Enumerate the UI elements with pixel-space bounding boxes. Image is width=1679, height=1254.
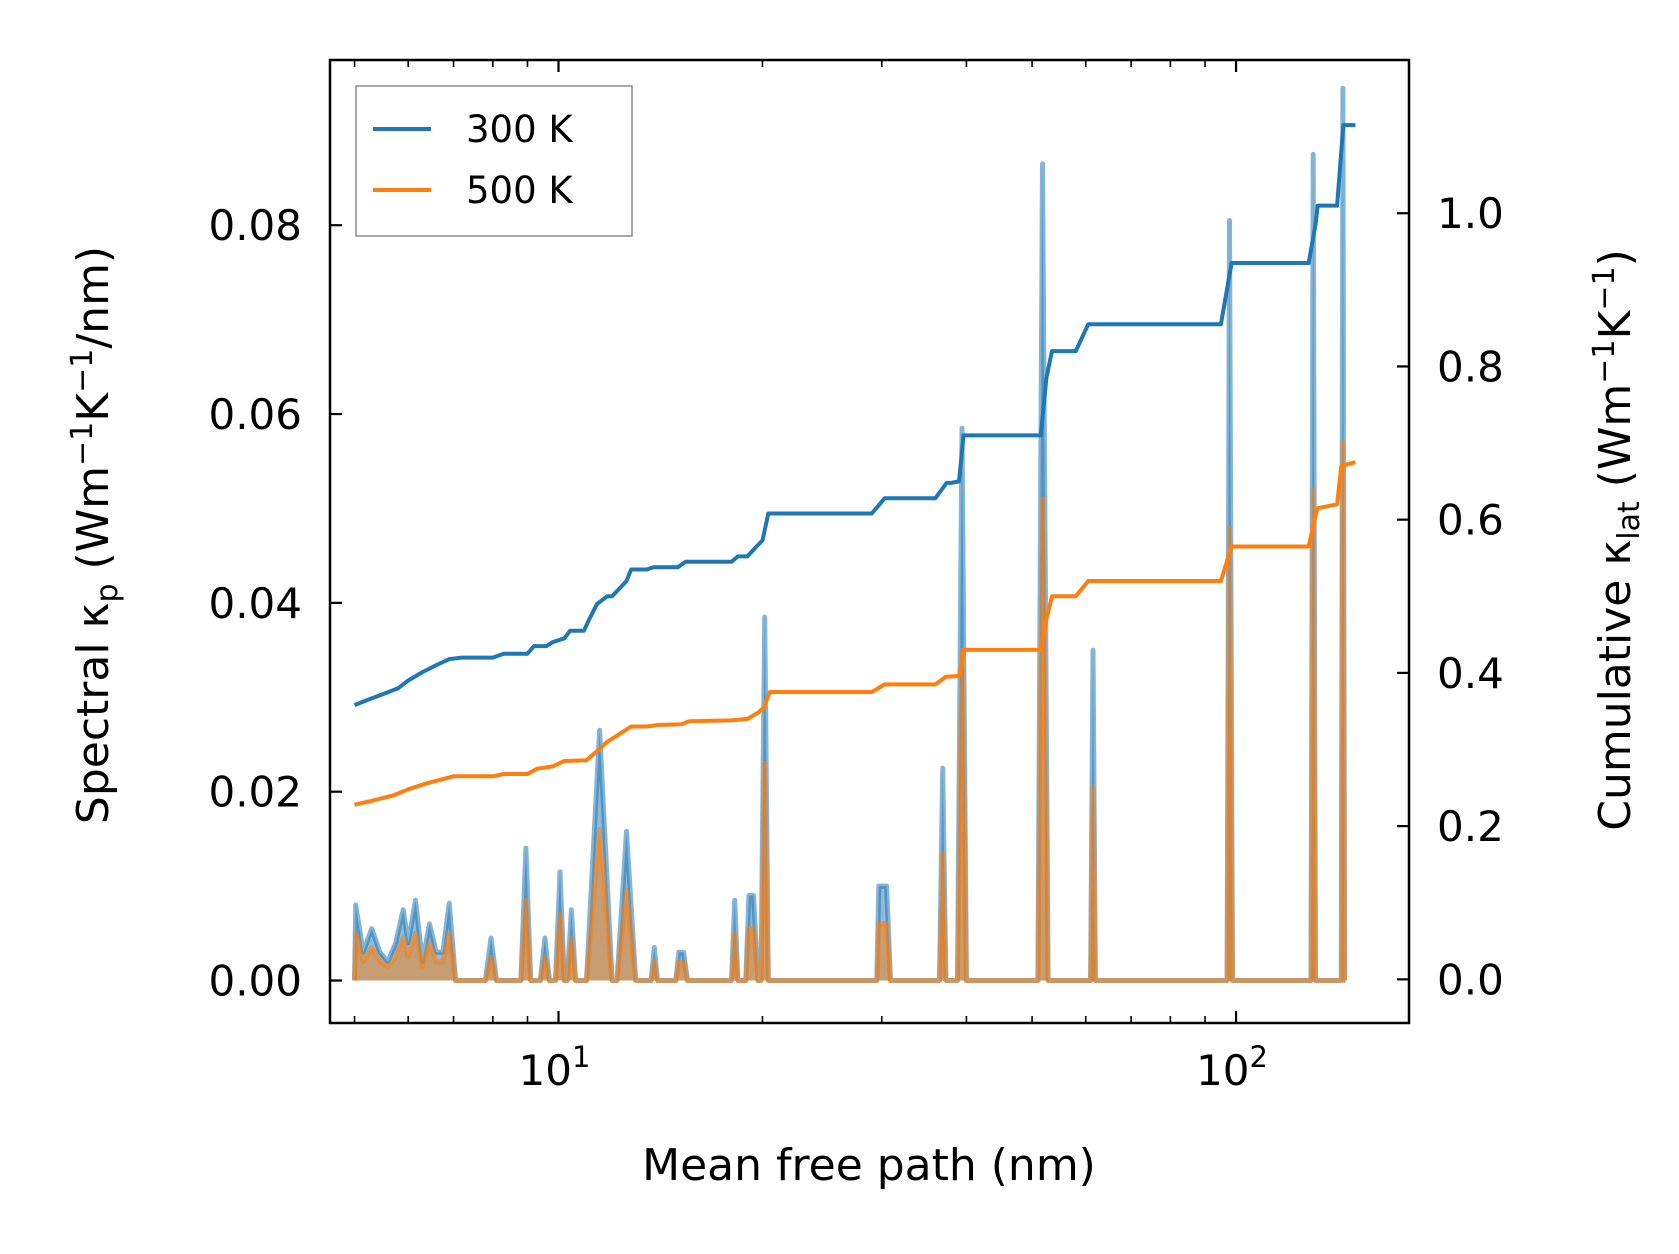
left-y-tick-label-0: 0.00 (208, 957, 302, 1006)
legend-box (355, 85, 633, 237)
left-y-axis-title-sup1: −1 (65, 422, 100, 466)
right-y-axis-title-sup2: −1 (1587, 266, 1622, 310)
x-tick-label-0: 101 (519, 1040, 591, 1095)
x-tick-label-exponent: 2 (1250, 1040, 1268, 1074)
plot-area (352, 85, 1356, 983)
left-y-tick-label-4: 0.08 (208, 201, 302, 250)
cumulative-line-500-k (354, 460, 1356, 807)
right-y-tick-label-1: 0.2 (1437, 802, 1504, 851)
x-tick-label-base: 10 (519, 1046, 572, 1095)
right-y-axis-title-units-mid: K (1590, 309, 1641, 339)
left-y-axis-title-units-pre: (Wm (68, 466, 119, 584)
left-y-tick-label-3: 0.06 (208, 390, 302, 439)
left-y-axis-title-sup2: −1 (65, 349, 100, 393)
axis-ticks: 101 1020.000.020.040.060.080.00.20.40.60.… (208, 60, 1504, 1095)
spectral-line-500-k-spectral (352, 439, 1348, 983)
left-y-axis-title-main: Spectral κ (68, 603, 119, 825)
x-tick-label-1: 102 (1196, 1040, 1268, 1095)
left-y-axis-title-sub: p (90, 583, 125, 602)
x-tick-label-base: 10 (1196, 1046, 1249, 1095)
left-y-tick-label-2: 0.04 (208, 579, 302, 628)
right-y-tick-label-3: 0.6 (1437, 496, 1504, 545)
x-axis-title: Mean free path (nm) (642, 1140, 1096, 1191)
left-y-axis-title-units-post: /nm) (68, 246, 119, 349)
right-y-tick-label-2: 0.4 (1437, 649, 1504, 698)
right-y-tick-label-0: 0.0 (1437, 955, 1504, 1004)
right-y-axis-title-units-post: ) (1590, 249, 1641, 266)
right-y-axis-title-units-pre: (Wm (1590, 384, 1641, 502)
cumulative-line-300-k (353, 123, 1356, 707)
left-y-axis-title: Spectral κp (Wm−1K−1/nm) (65, 246, 125, 824)
right-y-axis-title: Cumulative κlat (Wm−1K−1) (1587, 249, 1647, 831)
legend: 300 K 500 K (355, 85, 633, 237)
legend-label-500K: 500 K (466, 169, 574, 212)
axes-frame (328, 58, 1411, 1025)
left-y-tick-label-1: 0.02 (208, 768, 302, 817)
x-tick-label-exponent: 1 (572, 1040, 590, 1074)
axes-border (328, 58, 1411, 1025)
right-y-tick-label-5: 1.0 (1437, 189, 1504, 238)
right-y-tick-label-4: 0.8 (1437, 342, 1504, 391)
right-y-axis-title-sub: lat (1612, 501, 1647, 540)
right-y-axis-title-main: Cumulative κ (1590, 540, 1641, 831)
legend-label-300K: 300 K (466, 108, 574, 151)
right-y-axis-title-sup1: −1 (1587, 339, 1622, 383)
left-y-axis-title-units-mid: K (68, 392, 119, 422)
